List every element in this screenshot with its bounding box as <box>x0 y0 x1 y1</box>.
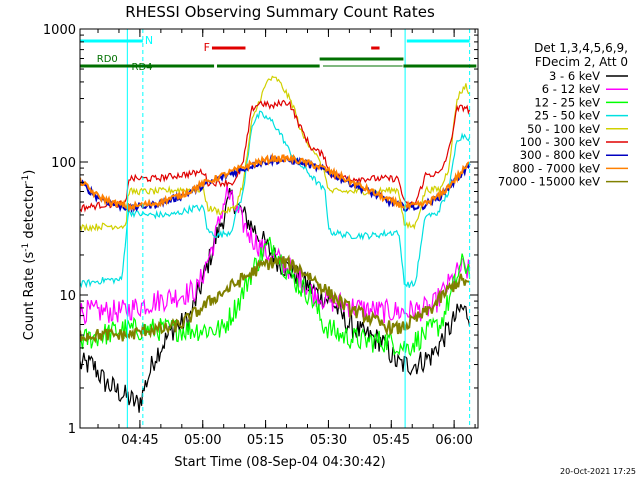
series-line-1 <box>80 187 471 413</box>
footer-date: 20-Oct-2021 17:25 <box>560 467 636 476</box>
legend-label-6: 100 - 300 keV <box>520 135 600 149</box>
legend-label-5: 50 - 100 keV <box>527 122 600 136</box>
y-axis-ticks: 1 10 100 1000 <box>43 23 478 437</box>
legend-label-3: 12 - 25 keV <box>534 95 600 109</box>
x-axis-label: Start Time (08-Sep-04 04:30:42) <box>174 455 385 470</box>
y-axis-label: Count Rate (s-1 detector-1) <box>21 170 37 341</box>
legend-label-2: 6 - 12 keV <box>542 82 600 96</box>
y-tick-label-1: 10 <box>59 289 76 304</box>
y-axis-label-main: Count Rate (s <box>22 252 37 341</box>
legend-label-1: 3 - 6 keV <box>549 69 600 83</box>
plot-frame <box>79 28 479 429</box>
annotation-bars <box>80 29 477 428</box>
x-tick-label-0: 04:45 <box>121 433 158 448</box>
rd0-label: RD0 <box>97 54 118 65</box>
legend-label-4: 25 - 50 keV <box>534 109 600 123</box>
legend-label-8: 800 - 7000 keV <box>512 161 600 175</box>
y-axis-label-end: ) <box>22 170 37 175</box>
y-tick-label-2: 100 <box>51 156 76 171</box>
y-tick-label-0: 1 <box>68 422 76 437</box>
series-line-9 <box>80 254 470 344</box>
x-tick-label-5: 06:00 <box>435 433 472 448</box>
legend: Det 1,3,4,5,6,9, FDecim 2, Att 0 3 - 6 k… <box>498 41 628 189</box>
x-tick-label-4: 05:45 <box>373 433 410 448</box>
y-tick-label-3: 1000 <box>43 23 76 38</box>
night-label: N <box>145 34 153 47</box>
legend-label-7: 300 - 800 keV <box>520 148 600 162</box>
rd4-label: RD4 <box>132 62 153 73</box>
chart-title: RHESSI Observing Summary Count Rates <box>125 3 435 21</box>
x-tick-label-2: 05:15 <box>247 433 284 448</box>
y-axis-label-mid: detector <box>22 183 37 243</box>
x-tick-label-3: 05:30 <box>310 433 347 448</box>
series-line-8 <box>80 152 470 213</box>
legend-header-line2: FDecim 2, Att 0 <box>535 55 628 69</box>
y-axis-label-sup1: -1 <box>21 243 31 252</box>
flare-label: F <box>204 41 210 54</box>
legend-label-9: 7000 - 15000 keV <box>498 175 600 189</box>
series-layer <box>80 75 471 413</box>
legend-header-line1: Det 1,3,4,5,6,9, <box>534 41 628 55</box>
x-axis-ticks: 04:45 05:00 05:15 05:30 05:45 06:00 <box>97 29 476 448</box>
x-tick-label-1: 05:00 <box>184 433 221 448</box>
y-axis-label-sup2: -1 <box>21 175 31 184</box>
series-line-3 <box>80 236 471 357</box>
